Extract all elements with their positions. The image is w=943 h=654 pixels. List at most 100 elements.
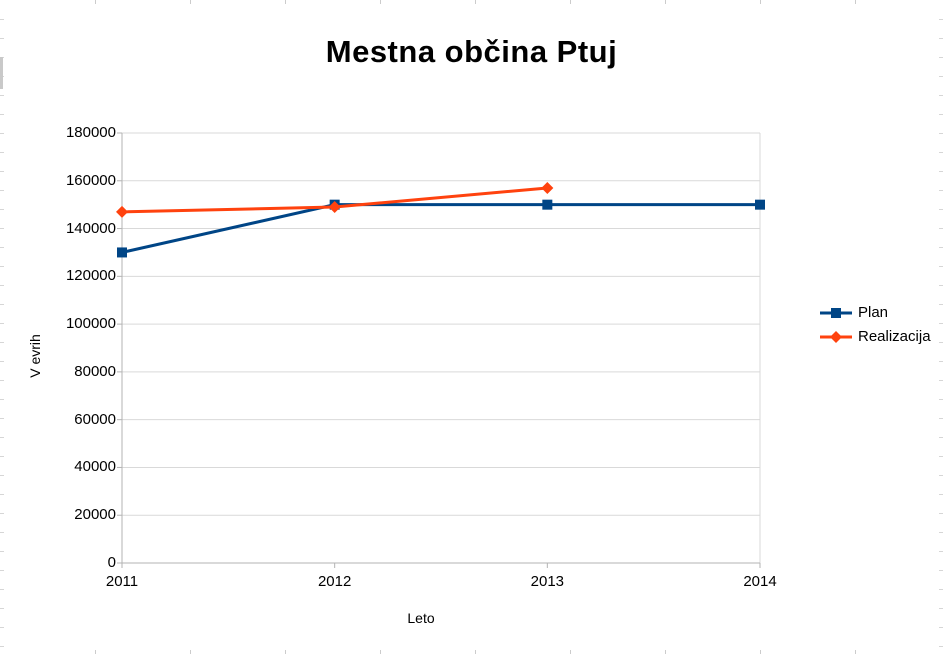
edge-tick <box>939 95 943 96</box>
legend: Plan Realizacija <box>820 305 931 353</box>
y-tick-label: 160000 <box>65 171 116 189</box>
x-tick-label: 2014 <box>743 573 777 590</box>
edge-tick <box>939 171 943 172</box>
edge-tick <box>0 589 4 590</box>
edge-tick <box>939 152 943 153</box>
edge-tick <box>0 494 4 495</box>
y-tick-label: 180000 <box>65 124 116 141</box>
edge-tick <box>285 650 286 654</box>
edge-tick <box>0 114 4 115</box>
edge-tick <box>380 650 381 654</box>
edge-tick <box>939 228 943 229</box>
edge-tick <box>939 57 943 58</box>
edge-tick <box>0 380 4 381</box>
edge-tick <box>665 650 666 654</box>
edge-tick <box>939 475 943 476</box>
edge-tick <box>939 494 943 495</box>
edge-tick <box>939 114 943 115</box>
edge-tick <box>0 266 4 267</box>
edge-tick <box>939 589 943 590</box>
edge-tick <box>760 650 761 654</box>
edge-tick <box>939 551 943 552</box>
edge-tick <box>0 418 4 419</box>
edge-tick <box>0 38 4 39</box>
edge-tick <box>0 152 4 153</box>
edge-tick <box>939 304 943 305</box>
edge-tick <box>0 608 4 609</box>
edge-tick <box>0 646 4 647</box>
edge-tick <box>939 418 943 419</box>
edge-tick <box>190 0 191 4</box>
y-tick-label: 20000 <box>74 506 116 524</box>
edge-tick <box>939 190 943 191</box>
edge-tick <box>0 247 4 248</box>
edge-tick <box>939 380 943 381</box>
edge-tick <box>939 19 943 20</box>
edge-tick <box>939 570 943 571</box>
y-tick-label: 140000 <box>65 219 116 237</box>
edge-tick <box>0 342 4 343</box>
edge-tick <box>939 627 943 628</box>
edge-tick <box>0 361 4 362</box>
edge-tick <box>939 513 943 514</box>
edge-tick <box>939 323 943 324</box>
legend-item-realizacija: Realizacija <box>820 329 931 345</box>
edge-tick <box>939 38 943 39</box>
plan-series-line <box>121 203 760 254</box>
edge-tick <box>0 399 4 400</box>
legend-label: Realizacija <box>858 328 931 345</box>
y-tick-label: 80000 <box>74 362 116 380</box>
edge-tick <box>475 0 476 4</box>
edge-tick <box>570 0 571 4</box>
legend-item-plan: Plan <box>820 305 931 321</box>
edge-tick <box>939 399 943 400</box>
edge-tick <box>0 304 4 305</box>
edge-tick <box>0 133 4 134</box>
y-tick-label: 100000 <box>65 315 116 333</box>
edge-tick <box>0 570 4 571</box>
y-tick-label: 60000 <box>74 410 116 428</box>
edge-tick <box>0 171 4 172</box>
edge-tick <box>0 551 4 552</box>
square-legend-marker-icon <box>820 308 852 318</box>
edge-tick <box>939 646 943 647</box>
edge-tick <box>95 650 96 654</box>
x-tick-label: 2012 <box>317 573 352 590</box>
edge-tick <box>0 285 4 286</box>
edge-tick <box>939 247 943 248</box>
edge-tick <box>0 209 4 210</box>
y-tick-label: 120000 <box>65 267 116 285</box>
edge-tick <box>760 0 761 4</box>
edge-tick <box>0 228 4 229</box>
edge-tick <box>285 0 286 4</box>
x-axis-title: Leto <box>407 610 435 626</box>
edge-tick <box>939 285 943 286</box>
plan-marker <box>755 199 765 210</box>
edge-tick <box>0 323 4 324</box>
chart-title: Mestna občina Ptuj <box>325 34 618 69</box>
x-tick-label: 2011 <box>105 573 139 590</box>
edge-tick <box>0 532 4 533</box>
edge-tick <box>939 437 943 438</box>
edge-tick <box>0 513 4 514</box>
edge-tick <box>0 456 4 457</box>
edge-tick <box>939 209 943 210</box>
y-tick-label: 0 <box>107 554 116 571</box>
edge-tick <box>855 0 856 4</box>
edge-tick <box>570 650 571 654</box>
edge-tick <box>0 95 4 96</box>
edge-artifact <box>0 57 3 89</box>
plan-marker <box>117 247 127 258</box>
edge-tick <box>939 532 943 533</box>
edge-tick <box>475 650 476 654</box>
edge-tick <box>855 650 856 654</box>
diamond-legend-marker-icon <box>820 331 852 343</box>
legend-label: Plan <box>858 304 889 321</box>
realizacija-marker <box>328 201 341 214</box>
y-axis-title: V evrih <box>27 334 43 378</box>
edge-tick <box>939 342 943 343</box>
edge-tick <box>0 19 4 20</box>
edge-tick <box>190 650 191 654</box>
